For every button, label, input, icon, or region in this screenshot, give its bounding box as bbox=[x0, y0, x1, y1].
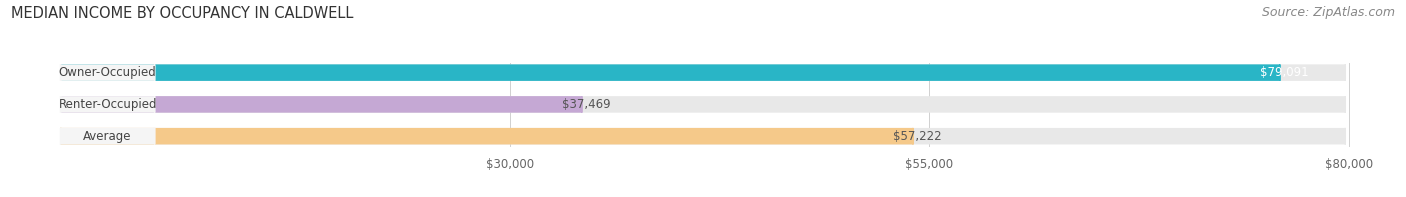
FancyBboxPatch shape bbox=[60, 96, 1346, 113]
Text: Owner-Occupied: Owner-Occupied bbox=[59, 66, 156, 79]
Text: $57,222: $57,222 bbox=[893, 130, 942, 143]
FancyBboxPatch shape bbox=[60, 96, 155, 113]
FancyBboxPatch shape bbox=[60, 64, 155, 81]
Text: Source: ZipAtlas.com: Source: ZipAtlas.com bbox=[1261, 6, 1395, 19]
FancyBboxPatch shape bbox=[60, 64, 1279, 81]
FancyBboxPatch shape bbox=[60, 128, 912, 144]
Text: $79,091: $79,091 bbox=[1260, 66, 1308, 79]
FancyBboxPatch shape bbox=[60, 128, 155, 144]
Text: Renter-Occupied: Renter-Occupied bbox=[59, 98, 157, 111]
Text: Average: Average bbox=[83, 130, 132, 143]
FancyBboxPatch shape bbox=[60, 128, 1346, 144]
FancyBboxPatch shape bbox=[60, 64, 1346, 81]
Text: MEDIAN INCOME BY OCCUPANCY IN CALDWELL: MEDIAN INCOME BY OCCUPANCY IN CALDWELL bbox=[11, 6, 354, 21]
Text: $37,469: $37,469 bbox=[561, 98, 610, 111]
FancyBboxPatch shape bbox=[60, 96, 582, 113]
